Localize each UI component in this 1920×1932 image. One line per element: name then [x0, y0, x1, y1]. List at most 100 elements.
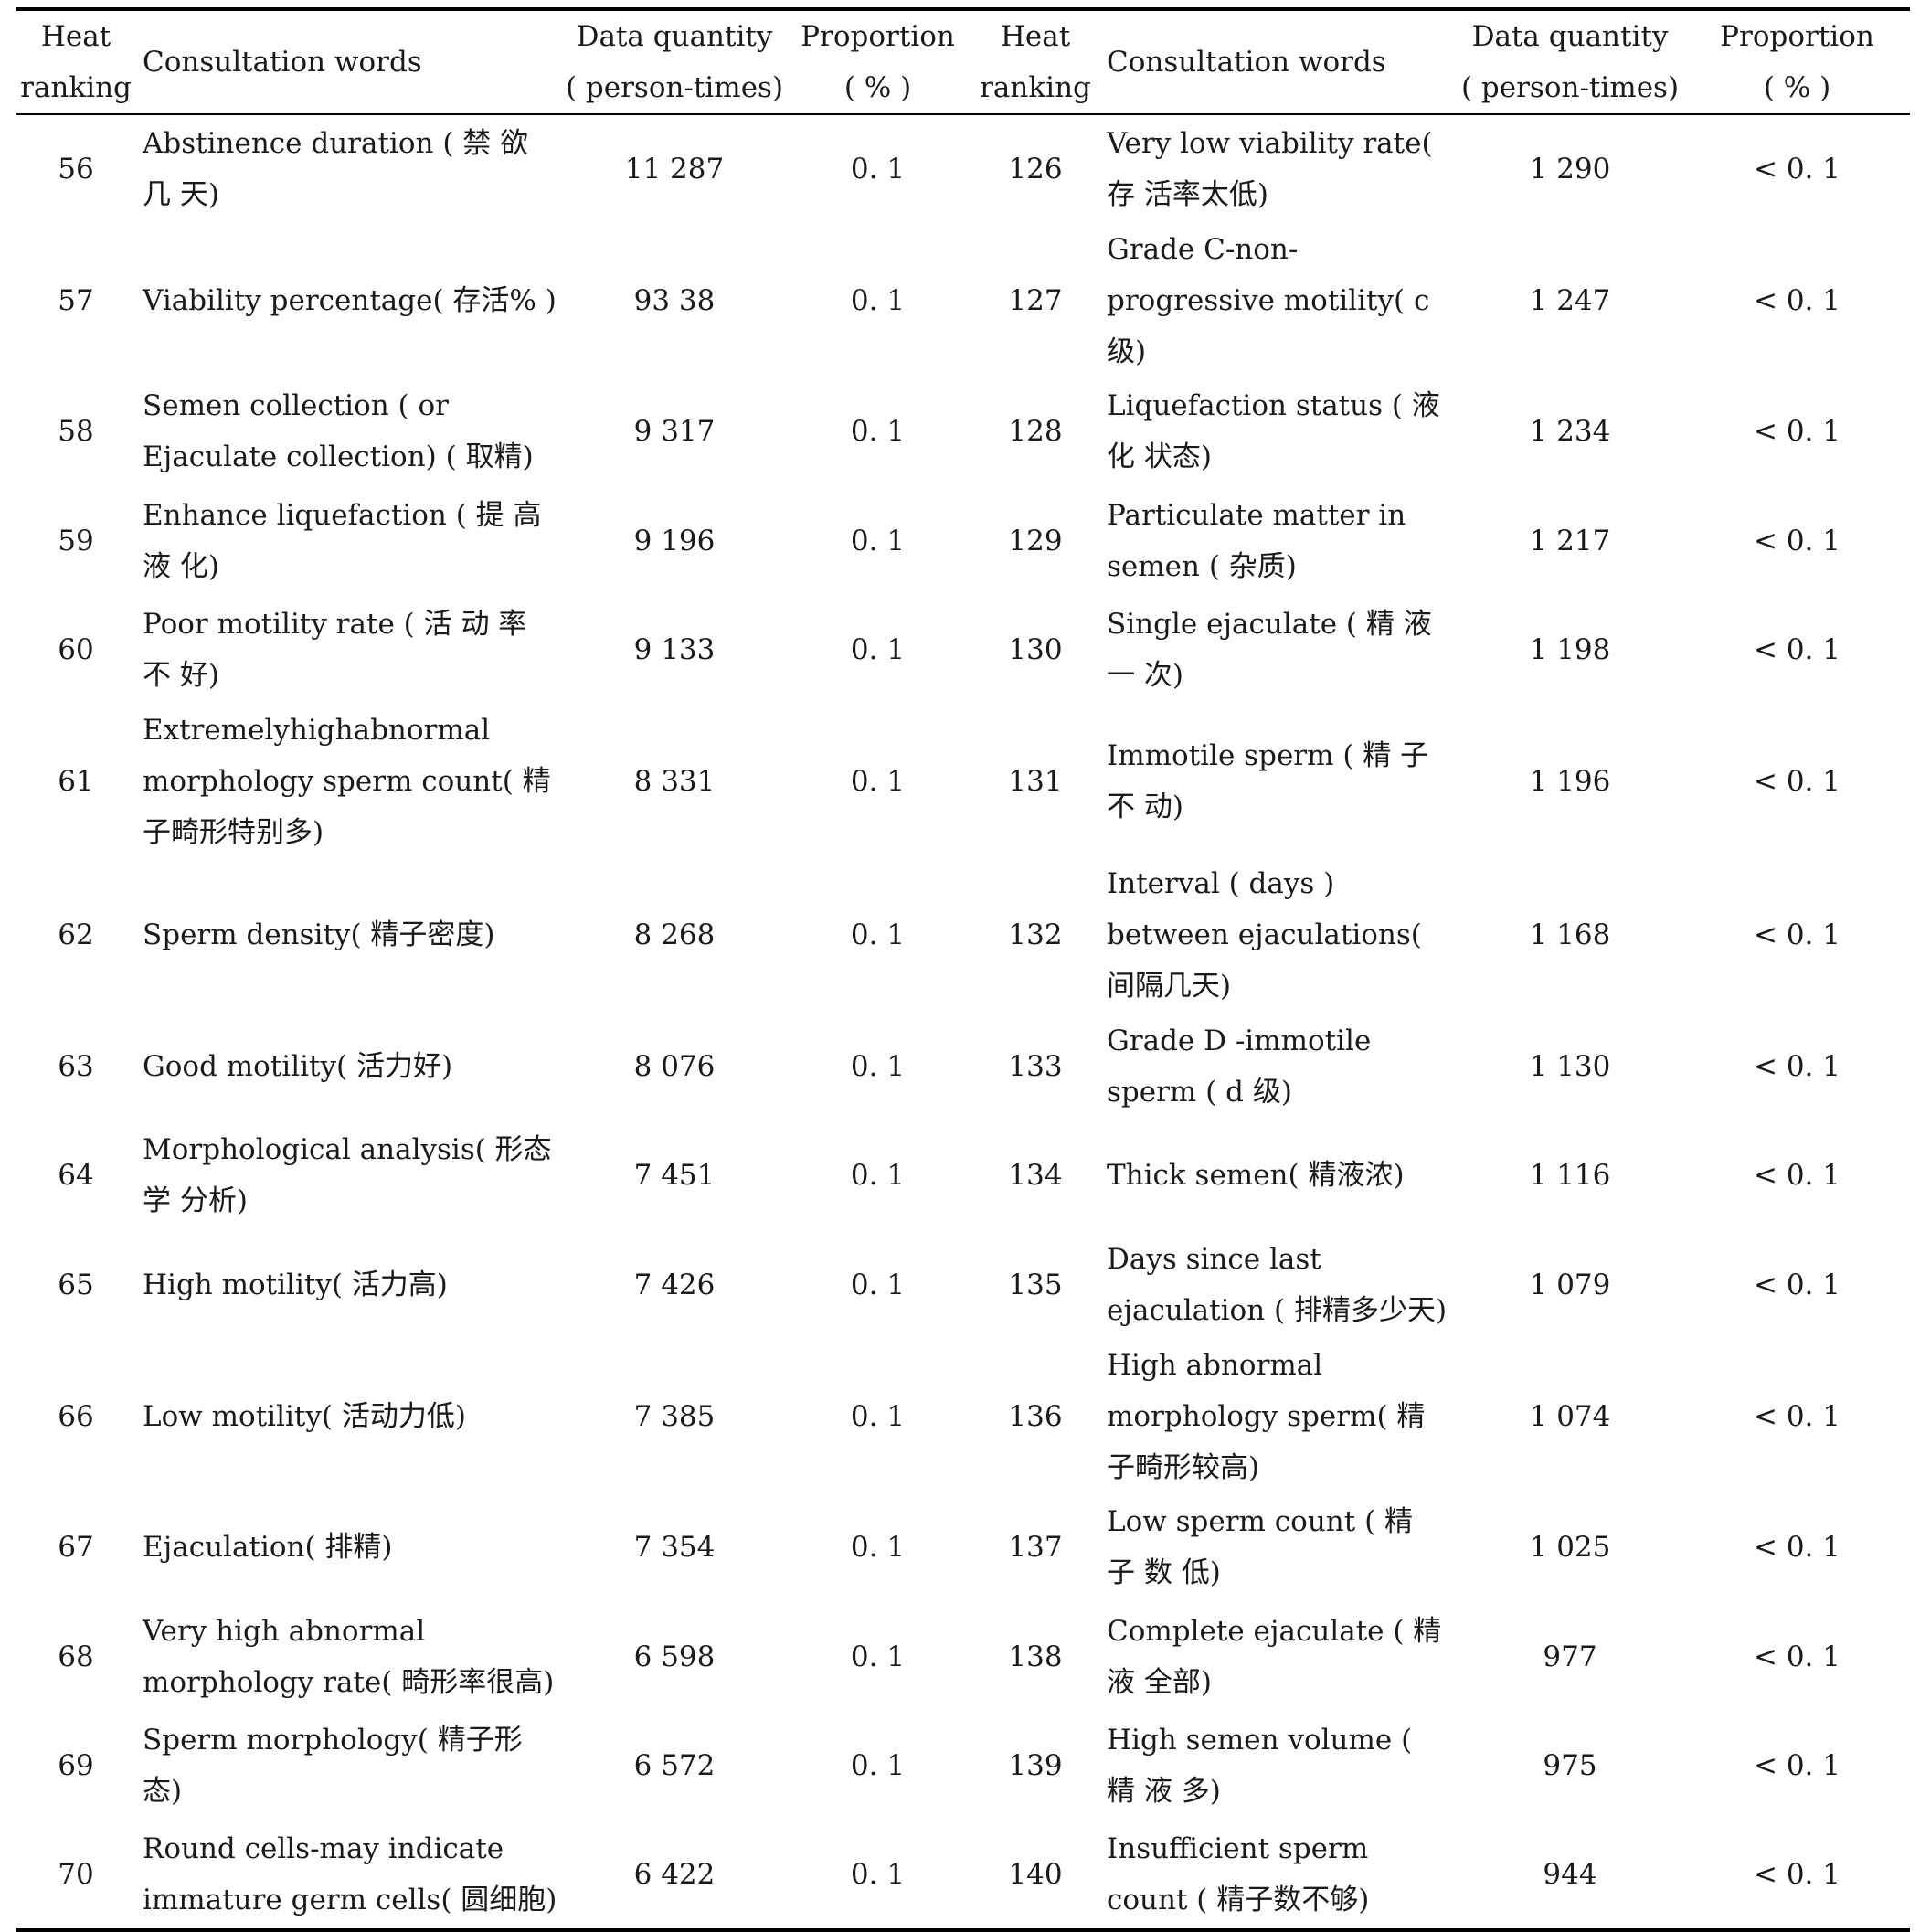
- consultation-word-cell: Liquefaction status ( 液 化 状态): [1107, 389, 1440, 474]
- consultation-word-cell: Interval ( days ) between ejaculations( …: [1107, 867, 1422, 1003]
- proportion-cell: 0. 1: [850, 1399, 906, 1433]
- data-quantity-cell: 1 234: [1529, 415, 1611, 449]
- consultation-word-cell: Very low viability rate( 存 活率太低): [1107, 127, 1433, 212]
- heat-ranking-cell: 61: [58, 765, 94, 798]
- heat-ranking-cell: 56: [58, 153, 94, 186]
- header-row: Heat ranking Consultation words Data qua…: [16, 9, 1910, 114]
- table-row: 65 High motility( 活力高) 7 426 0. 1 135 Days si…: [16, 1230, 1910, 1340]
- proportion-cell: 0. 1: [850, 633, 906, 667]
- data-quantity-cell: 1 074: [1529, 1399, 1611, 1433]
- header-proportion-label-2: Proportion: [1720, 20, 1874, 53]
- consultation-word-cell: Low motility( 活动力低): [143, 1399, 466, 1433]
- consultation-word-cell: Extremelyhighabnormal morphology sperm c…: [143, 714, 551, 849]
- proportion-cell: 0. 1: [850, 415, 906, 449]
- header-proportion-unit: ( % ): [843, 71, 912, 104]
- data-quantity-cell: 1 116: [1529, 1159, 1611, 1193]
- proportion-cell: < 0. 1: [1754, 283, 1840, 317]
- consultation-word-cell: High semen volume ( 精 液 多): [1107, 1724, 1413, 1809]
- data-quantity-cell: 9 317: [633, 415, 716, 449]
- data-quantity-cell: 6 598: [633, 1640, 716, 1673]
- consultation-word-cell: Thick semen( 精液浓): [1107, 1159, 1405, 1193]
- data-quantity-cell: 975: [1543, 1749, 1597, 1783]
- proportion-cell: < 0. 1: [1754, 918, 1840, 951]
- consultation-word-cell: Immotile sperm ( 精 子 不 动): [1107, 739, 1429, 823]
- proportion-cell: 0. 1: [850, 1857, 906, 1891]
- header-proportion: Proportion ( % ): [784, 9, 971, 114]
- proportion-cell: < 0. 1: [1754, 1531, 1840, 1565]
- consultation-word-cell: Enhance liquefaction ( 提 高 液 化): [143, 498, 542, 583]
- consultation-word-cell: Particulate matter in semen ( 杂质): [1107, 498, 1406, 583]
- heat-ranking-cell: 136: [1008, 1399, 1063, 1433]
- proportion-cell: 0. 1: [850, 765, 906, 798]
- heat-ranking-cell: 135: [1008, 1268, 1063, 1301]
- table-header: Heat ranking Consultation words Data qua…: [16, 9, 1910, 114]
- data-quantity-cell: 7 426: [633, 1268, 716, 1301]
- data-quantity-cell: 7 451: [633, 1159, 716, 1193]
- header-proportion-2: Proportion ( % ): [1684, 9, 1910, 114]
- header-data-quantity-label: Data quantity: [576, 20, 773, 53]
- data-quantity-cell: 1 247: [1529, 283, 1611, 317]
- consultation-word-cell: Complete ejaculate ( 精 液 全部): [1107, 1614, 1442, 1699]
- proportion-cell: < 0. 1: [1754, 415, 1840, 449]
- header-heat-ranking-2: Heat ranking: [980, 20, 1091, 104]
- proportion-cell: < 0. 1: [1754, 765, 1840, 798]
- table-row: 57 Viability percentage( 存活% ) 93 38 0. 1 12…: [16, 224, 1910, 377]
- consultation-word-cell: Ejaculation( 排精): [143, 1531, 393, 1565]
- consultation-word-cell: Low sperm count ( 精 子 数 低): [1107, 1505, 1414, 1590]
- consultation-word-cell: Single ejaculate ( 精 液 一 次): [1107, 608, 1432, 693]
- table-row: 56 Abstinence duration ( 禁 欲 几 天) 11 287 0.…: [16, 114, 1910, 224]
- proportion-cell: < 0. 1: [1754, 153, 1840, 186]
- table-row: 64 Morphological analysis( 形态学 分析) 7 451 0.…: [16, 1121, 1910, 1231]
- data-quantity-cell: 8 331: [633, 765, 716, 798]
- proportion-cell: < 0. 1: [1754, 633, 1840, 667]
- proportion-cell: < 0. 1: [1754, 1399, 1840, 1433]
- consultation-words-table: Heat ranking Consultation words Data qua…: [16, 7, 1910, 1932]
- consultation-word-cell: Semen collection ( or Ejaculate collecti…: [143, 389, 534, 474]
- data-quantity-cell: 1 196: [1529, 765, 1611, 798]
- heat-ranking-cell: 126: [1008, 153, 1063, 186]
- table-row: 66 Low motility( 活动力低) 7 385 0. 1 136 High ab…: [16, 1340, 1910, 1493]
- data-quantity-cell: 1 079: [1529, 1268, 1611, 1301]
- proportion-cell: 0. 1: [850, 1749, 906, 1783]
- proportion-cell: < 0. 1: [1754, 1049, 1840, 1083]
- data-quantity-cell: 1 198: [1529, 633, 1611, 667]
- heat-ranking-cell: 133: [1008, 1049, 1063, 1083]
- heat-ranking-cell: 70: [58, 1857, 94, 1891]
- table-row: 60 Poor motility rate ( 活 动 率 不 好) 9 133 0.…: [16, 596, 1910, 706]
- heat-ranking-cell: 132: [1008, 918, 1063, 951]
- proportion-cell: 0. 1: [850, 1049, 906, 1083]
- proportion-cell: < 0. 1: [1754, 1159, 1840, 1193]
- header-data-quantity-unit-2: ( person-times): [1460, 71, 1680, 104]
- table-row: 68 Very high abnormal morphology rate( 畸形…: [16, 1602, 1910, 1712]
- consultation-word-cell: High abnormal morphology sperm( 精子畸形较高): [1107, 1348, 1426, 1484]
- document-page: Heat ranking Consultation words Data qua…: [16, 9, 1910, 1930]
- data-quantity-cell: 8 076: [633, 1049, 716, 1083]
- consultation-word-cell: Viability percentage( 存活% ): [143, 283, 557, 317]
- proportion-cell: 0. 1: [850, 1268, 906, 1301]
- data-quantity-cell: 1 168: [1529, 918, 1611, 951]
- consultation-word-cell: Insufficient sperm count ( 精子数不够): [1107, 1831, 1370, 1916]
- proportion-cell: 0. 1: [850, 283, 906, 317]
- consultation-word-cell: Round cells-may indicate immature germ c…: [143, 1831, 557, 1916]
- data-quantity-cell: 977: [1543, 1640, 1597, 1673]
- data-quantity-cell: 9 196: [633, 524, 716, 557]
- consultation-word-cell: Grade D -immotile sperm ( d 级): [1107, 1024, 1372, 1109]
- heat-ranking-cell: 58: [58, 415, 94, 449]
- heat-ranking-cell: 65: [58, 1268, 94, 1301]
- heat-ranking-cell: 140: [1008, 1857, 1063, 1891]
- heat-ranking-cell: 139: [1008, 1749, 1063, 1783]
- proportion-cell: < 0. 1: [1754, 524, 1840, 557]
- data-quantity-cell: 11 287: [624, 153, 725, 186]
- table-row: 61 Extremelyhighabnormal morphology sperm…: [16, 705, 1910, 858]
- header-data-quantity: Data quantity ( person-times): [565, 9, 784, 114]
- proportion-cell: < 0. 1: [1754, 1749, 1840, 1783]
- proportion-cell: < 0. 1: [1754, 1640, 1840, 1673]
- data-quantity-cell: 1 217: [1529, 524, 1611, 557]
- heat-ranking-cell: 69: [58, 1749, 94, 1783]
- data-quantity-cell: 9 133: [633, 633, 716, 667]
- heat-ranking-cell: 62: [58, 918, 94, 951]
- proportion-cell: 0. 1: [850, 918, 906, 951]
- heat-ranking-cell: 60: [58, 633, 94, 667]
- heat-ranking-cell: 138: [1008, 1640, 1063, 1673]
- header-data-quantity-2: Data quantity ( person-times): [1456, 9, 1684, 114]
